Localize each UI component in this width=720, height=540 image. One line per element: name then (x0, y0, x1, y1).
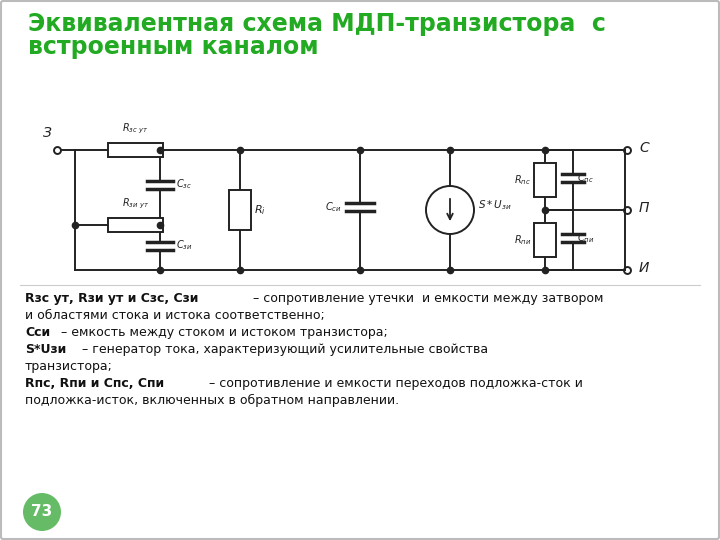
Text: $C_{зс}$: $C_{зс}$ (176, 178, 192, 191)
Text: встроенным каналом: встроенным каналом (28, 35, 319, 59)
Text: Эквивалентная схема МДП-транзистора  с: Эквивалентная схема МДП-транзистора с (28, 12, 606, 36)
Text: – емкость между стоком и истоком транзистора;: – емкость между стоком и истоком транзис… (58, 326, 388, 339)
Text: З: З (42, 126, 51, 140)
Text: $R_{пс}$: $R_{пс}$ (514, 173, 531, 187)
Bar (108, 218, 163, 232)
Bar (534, 223, 556, 257)
Text: Rзс ут, Rзи ут и Сзс, Сзи: Rзс ут, Rзи ут и Сзс, Сзи (25, 292, 199, 305)
Bar (229, 190, 251, 230)
Text: подложка-исток, включенных в обратном направлении.: подложка-исток, включенных в обратном на… (25, 394, 399, 407)
Text: С: С (639, 141, 649, 155)
Text: – генератор тока, характеризующий усилительные свойства: – генератор тока, характеризующий усилит… (78, 343, 488, 356)
Text: – сопротивление утечки  и емкости между затвором: – сопротивление утечки и емкости между з… (248, 292, 603, 305)
Text: $C_{пи}$: $C_{пи}$ (577, 231, 595, 245)
Text: $C_{зи}$: $C_{зи}$ (176, 239, 192, 252)
Text: $C_{си}$: $C_{си}$ (325, 200, 342, 214)
Text: S*Uзи: S*Uзи (25, 343, 66, 356)
Text: и областями стока и истока соответственно;: и областями стока и истока соответственн… (25, 309, 325, 322)
Text: $R_{зс\ ут}$: $R_{зс\ ут}$ (122, 122, 149, 136)
Text: $C_{пс}$: $C_{пс}$ (577, 171, 594, 185)
Bar (534, 163, 556, 197)
Text: Rпс, Rпи и Cпс, Cпи: Rпс, Rпи и Cпс, Cпи (25, 377, 164, 390)
Text: транзистора;: транзистора; (25, 360, 113, 373)
Text: П: П (639, 201, 649, 215)
Text: И: И (639, 261, 649, 275)
Text: – сопротивление и емкости переходов подложка-сток и: – сопротивление и емкости переходов подл… (204, 377, 582, 390)
Text: $R_{зи\ ут}$: $R_{зи\ ут}$ (122, 197, 149, 211)
Text: Cси: Cси (25, 326, 50, 339)
Circle shape (23, 493, 61, 531)
Text: 73: 73 (32, 504, 53, 519)
Text: $R_i$: $R_i$ (254, 203, 266, 217)
Text: $R_{пи}$: $R_{пи}$ (513, 233, 531, 247)
Text: $S*U_{зи}$: $S*U_{зи}$ (478, 198, 512, 212)
Bar (108, 143, 163, 157)
